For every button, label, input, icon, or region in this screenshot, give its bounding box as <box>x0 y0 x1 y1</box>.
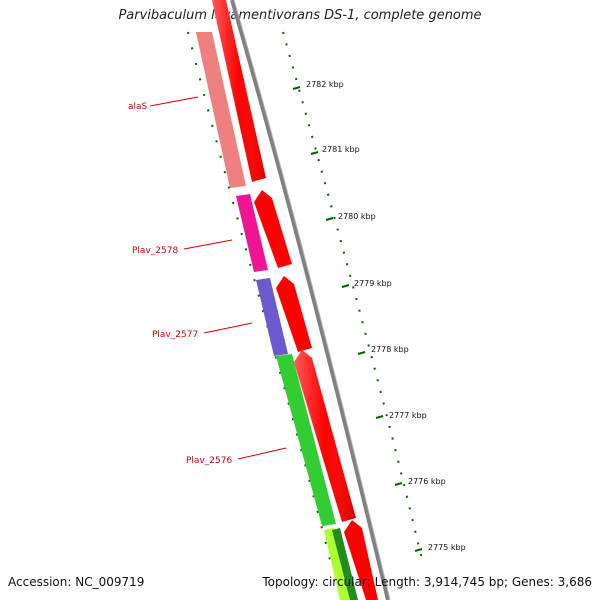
tick-label: 2776 kbp <box>408 477 446 486</box>
tick-label: 2781 kbp <box>322 145 360 154</box>
cds-arrow <box>276 276 312 352</box>
tick-label: 2778 kbp <box>371 345 409 354</box>
cds-forward-track <box>212 0 378 600</box>
genome-summary-text: Topology: circular; Length: 3,914,745 bp… <box>262 575 592 589</box>
cds-arrow <box>254 190 292 268</box>
gene-label-alaS: alaS <box>128 102 148 112</box>
gene-next <box>324 528 352 600</box>
gene-label-plav-2577: Plav_2577 <box>152 330 198 340</box>
gene-leaders <box>149 96 287 460</box>
gene-track <box>196 32 358 600</box>
tick-label: 2779 kbp <box>354 279 392 288</box>
cds-arrow <box>344 520 378 600</box>
tick-label: 2782 kbp <box>306 80 344 89</box>
tick-label: 2775 kbp <box>428 543 466 552</box>
tick-label: 2777 kbp <box>389 411 427 420</box>
tick-label: 2780 kbp <box>338 212 376 221</box>
gene-plav-2577 <box>256 278 288 356</box>
gene-alaS <box>196 32 246 188</box>
gene-plav-2578 <box>236 194 268 272</box>
tick-marks <box>292 86 423 552</box>
gene-labels: alaS Plav_2578 Plav_2577 Plav_2576 <box>128 102 232 466</box>
map-title: Parvibaculum lavamentivorans DS-1, compl… <box>118 8 482 23</box>
accession-text: Accession: NC_009719 <box>8 575 145 589</box>
backbone-line <box>230 0 390 600</box>
outer-axis-ring <box>282 31 423 561</box>
gene-plav-2576 <box>276 354 336 526</box>
inner-axis-ring <box>187 31 331 561</box>
tick-labels: 2782 kbp 2781 kbp 2780 kbp 2779 kbp 2778… <box>306 80 466 552</box>
gene-label-plav-2578: Plav_2578 <box>132 246 178 256</box>
gene-label-plav-2576: Plav_2576 <box>186 456 232 466</box>
